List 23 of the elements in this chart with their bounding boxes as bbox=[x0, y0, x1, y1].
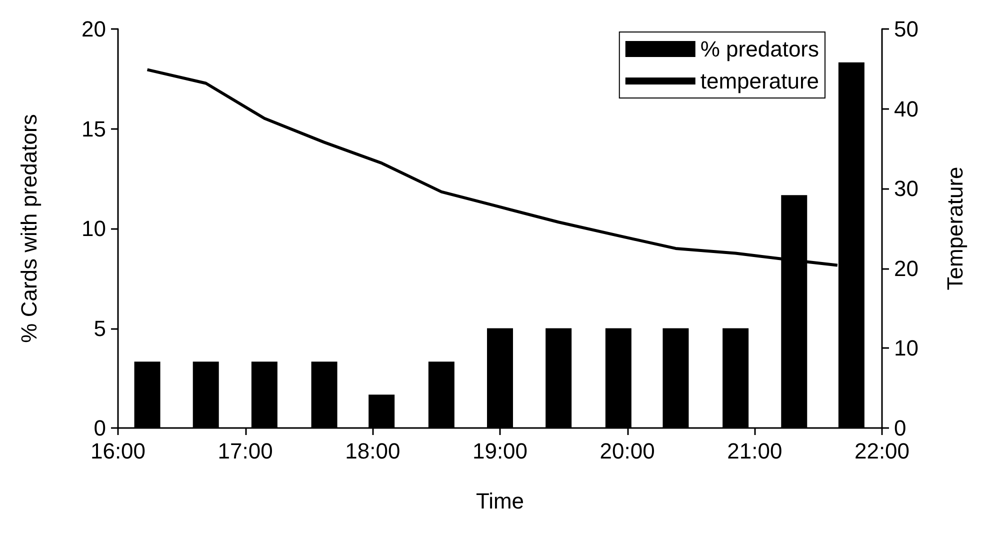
x-tick-label: 16:00 bbox=[90, 438, 146, 464]
y2-tick-label: 30 bbox=[894, 176, 918, 202]
y-tick-label: 10 bbox=[82, 216, 106, 241]
y2-axis-title: Temperature bbox=[942, 166, 968, 290]
y-axis-title: % Cards with predators bbox=[16, 114, 42, 343]
y2-tick-label: 20 bbox=[894, 256, 918, 281]
y-tick-label: 5 bbox=[94, 316, 106, 341]
x-tick-label: 20:00 bbox=[600, 438, 655, 464]
x-tick-label: 21:00 bbox=[727, 438, 782, 464]
x-tick-label: 22:00 bbox=[854, 438, 910, 464]
y-tick-label: 0 bbox=[94, 416, 106, 440]
x-tick-label: 19:00 bbox=[472, 438, 528, 464]
y2-tick-label: 10 bbox=[894, 336, 918, 361]
legend-label: % predators bbox=[700, 36, 820, 62]
y2-tick-label: 40 bbox=[894, 96, 918, 122]
x-tick-label: 18:00 bbox=[345, 438, 400, 464]
x-axis-title: Time bbox=[476, 488, 524, 514]
x-tick-label: 17:00 bbox=[218, 438, 273, 464]
y-tick-label: 20 bbox=[82, 16, 106, 42]
legend-label: temperature bbox=[700, 68, 820, 94]
y2-tick-label: 50 bbox=[894, 16, 918, 42]
y-tick-label: 15 bbox=[82, 116, 106, 142]
y2-tick-label: 0 bbox=[894, 416, 906, 440]
